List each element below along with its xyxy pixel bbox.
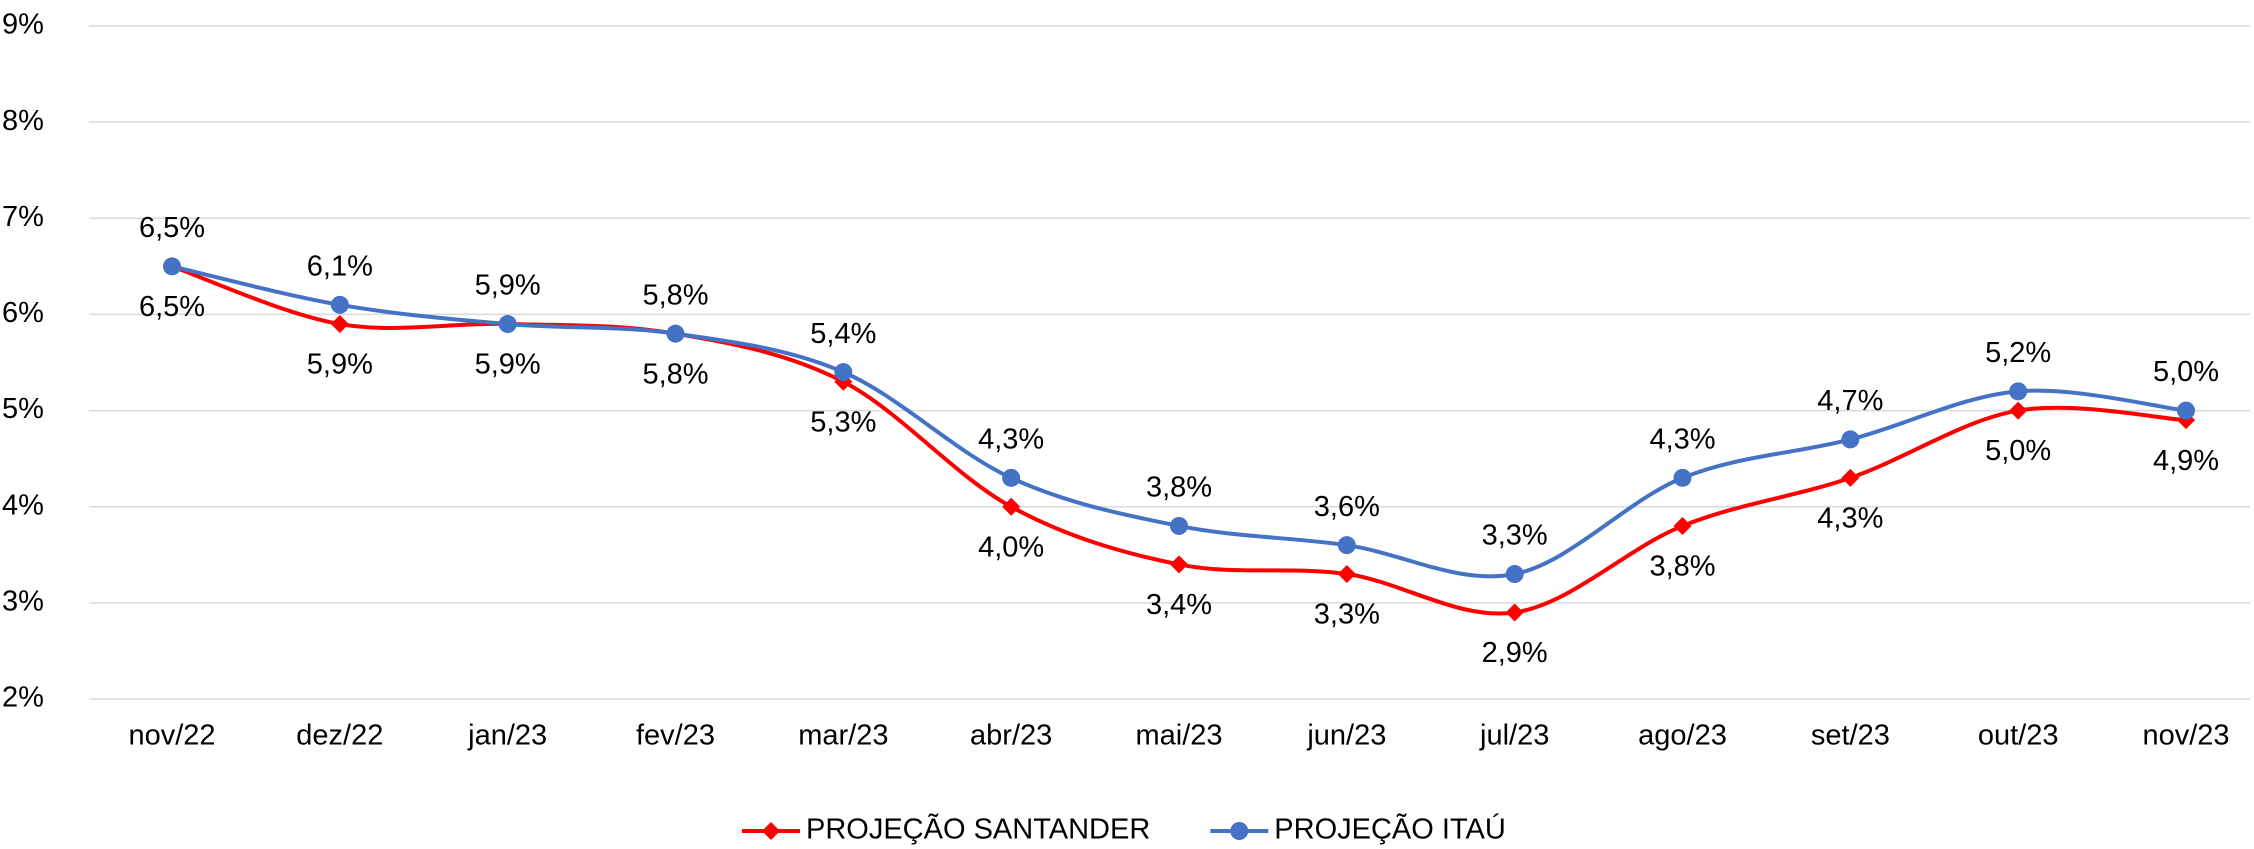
data-label: 5,4% <box>810 318 876 350</box>
data-label: 4,3% <box>1817 503 1883 535</box>
y-tick-label: 2% <box>2 682 44 714</box>
marker <box>1673 468 1692 487</box>
data-label: 5,9% <box>475 270 541 302</box>
marker <box>1002 468 1021 487</box>
data-label: 4,3% <box>978 424 1044 456</box>
data-label: 5,0% <box>2153 356 2219 388</box>
marker <box>2009 401 2028 420</box>
data-label: 4,0% <box>978 531 1044 563</box>
marker <box>1002 497 1021 516</box>
y-tick-label: 3% <box>2 586 44 618</box>
data-label: 5,8% <box>642 279 708 311</box>
x-tick-label: jul/23 <box>1479 720 1549 752</box>
data-label: 4,7% <box>1817 385 1883 417</box>
legend-label: PROJEÇÃO ITAÚ <box>1274 812 1506 846</box>
x-tick-label: nov/22 <box>128 720 215 752</box>
data-label: 6,1% <box>307 250 373 282</box>
data-label: 5,8% <box>642 358 708 390</box>
data-label: 4,9% <box>2153 445 2219 477</box>
x-tick-label: mar/23 <box>798 720 888 752</box>
marker <box>1505 603 1524 622</box>
marker <box>330 315 349 334</box>
marker <box>834 363 853 382</box>
data-label: 3,8% <box>1146 472 1212 504</box>
data-label: 6,5% <box>139 212 205 244</box>
marker <box>1170 555 1188 574</box>
legend-item: PROJEÇÃO ITAÚ <box>1210 812 1506 846</box>
data-label: 5,2% <box>1985 337 2051 369</box>
data-label: 3,6% <box>1314 491 1380 523</box>
marker <box>1170 516 1188 535</box>
y-tick-label: 7% <box>2 201 44 233</box>
x-tick-label: ago/23 <box>1638 720 1727 752</box>
data-label: 4,3% <box>1649 424 1715 456</box>
legend-marker <box>762 822 780 840</box>
marker <box>1841 430 1860 449</box>
marker <box>2009 382 2028 401</box>
x-tick-label: out/23 <box>1978 720 2059 752</box>
marker <box>1505 565 1524 584</box>
y-tick-label: 6% <box>2 297 44 329</box>
y-tick-label: 5% <box>2 393 44 425</box>
data-label: 5,3% <box>810 406 876 438</box>
data-label: 5,0% <box>1985 435 2051 467</box>
y-tick-label: 9% <box>2 9 44 41</box>
marker <box>1337 536 1356 555</box>
data-label: 5,9% <box>475 349 541 381</box>
data-label: 3,3% <box>1482 520 1548 552</box>
data-label: 6,5% <box>139 291 205 323</box>
data-label: 3,3% <box>1314 599 1380 631</box>
data-label: 3,8% <box>1649 551 1715 583</box>
y-tick-label: 8% <box>2 105 44 137</box>
legend-label: PROJEÇÃO SANTANDER <box>806 812 1150 846</box>
marker <box>666 324 685 343</box>
x-tick-label: nov/23 <box>2142 720 2229 752</box>
x-tick-label: set/23 <box>1811 720 1890 752</box>
y-tick-label: 4% <box>2 489 44 521</box>
x-tick-label: jun/23 <box>1306 720 1386 752</box>
legend-item: PROJEÇÃO SANTANDER <box>742 812 1150 846</box>
marker <box>2177 401 2195 420</box>
x-tick-label: jan/23 <box>467 720 547 752</box>
marker <box>1841 468 1860 487</box>
marker <box>1337 565 1356 584</box>
x-tick-label: dez/22 <box>296 720 383 752</box>
marker <box>163 257 181 276</box>
x-tick-label: fev/23 <box>636 720 715 752</box>
marker <box>498 315 517 334</box>
data-label: 2,9% <box>1482 637 1548 669</box>
legend-marker <box>1230 822 1249 840</box>
marker <box>1673 516 1692 535</box>
marker <box>330 295 349 314</box>
x-tick-label: abr/23 <box>970 720 1052 752</box>
data-label: 5,9% <box>307 349 373 381</box>
data-label: 3,4% <box>1146 589 1212 621</box>
x-tick-label: mai/23 <box>1135 720 1222 752</box>
